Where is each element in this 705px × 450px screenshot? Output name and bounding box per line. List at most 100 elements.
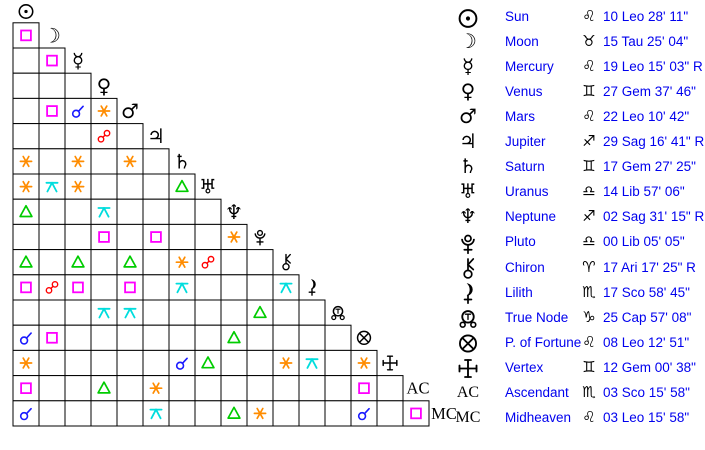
sag-sign-icon: ♐ [582,207,596,226]
planet-position: 25 Cap 57' 08" [603,309,692,325]
aspect-cell [90,349,118,377]
aspect-cell [246,375,274,402]
venus-glyph: ♀ [460,79,476,104]
aspect-cell [12,375,40,402]
planet-row: Pluto ♎ 00 Lib 05' 05" [455,229,705,255]
aspect-cell [142,198,170,225]
aspect-cell [116,198,144,225]
square-icon [98,231,110,243]
square-icon [20,281,32,294]
aspect-cell [194,299,222,326]
vertex-glyph [458,359,478,379]
aspect-cell [376,400,404,427]
aspect-cell [402,400,430,427]
square-icon [124,281,136,294]
leo-sign-icon: ♌ [582,407,596,426]
aspect-cell [90,198,118,225]
pluto-glyph [254,229,266,246]
vertex-glyph [455,355,481,380]
square-icon [20,382,32,395]
mars-glyph: ♂ [121,99,139,123]
sextile-icon [19,155,33,168]
aspect-cell [90,400,118,427]
planet-row: ♀ Venus ♊ 27 Gem 37' 46" [455,79,705,104]
aspect-cell [64,72,92,99]
trine-icon [97,381,111,394]
aspect-cell [116,324,144,351]
trine-icon [227,406,241,419]
aspect-cell [12,47,40,74]
aspect-cell [64,324,92,351]
aspect-cell [298,375,326,402]
jupiter-glyph: ♃ [459,129,477,154]
aspect-cell [116,274,144,301]
aspect-cell [324,375,352,402]
aspect-cell [90,299,118,326]
cap-sign-icon: ♑ [582,307,596,326]
aspect-cell [298,400,326,427]
gem-sign-icon: ♊ [582,357,596,376]
trine-icon [19,255,33,268]
ac-label: AC [456,383,480,401]
leo-sign-icon: ♌ [582,57,596,76]
aspect-cell [298,349,326,377]
quincunx-icon [97,307,111,319]
aspect-cell [38,72,66,99]
opposition-icon [201,255,215,269]
aspect-cell [142,349,170,377]
aspect-cell [220,349,248,377]
mercury-glyph: ☿ [461,54,475,79]
aspect-cell [168,299,196,326]
conjunction-icon [175,357,188,370]
leo-sign-icon: ♌ [582,7,596,25]
quincunx-icon [279,282,293,294]
quincunx-icon [149,408,163,420]
planet-name: Mars [505,109,535,125]
aspect-cell [272,375,300,402]
aspect-cell [142,223,170,251]
aspect-cell [64,375,92,402]
trine-icon [19,204,33,218]
planet-position: 29 Sag 16' 41" R [603,134,705,150]
planet-row: AC Ascendant ♏ 03 Sco 15' 58" [455,380,705,405]
neptune-glyph: ♆ [459,204,477,229]
planet-name: Midheaven [505,409,572,425]
tau-sign-icon: ♉ [582,32,596,51]
lilith-glyph [308,279,316,296]
aspect-cell [350,375,378,402]
fortune-glyph [455,330,481,355]
planet-name: P. of Fortune [505,334,582,350]
saturn-glyph: ♄ [459,154,477,179]
sextile-icon [71,155,85,168]
opposition-icon [97,129,111,143]
aspect-cell [90,173,118,200]
aspect-cell [168,400,196,427]
planet-name: Saturn [505,159,545,175]
gem-sign-icon: ♊ [582,82,596,101]
planet-row: Chiron ♈ 17 Ari 17' 25" R [455,255,705,280]
sextile-icon [71,180,85,193]
planet-name: Chiron [505,259,545,275]
aspect-cell [324,324,352,351]
planet-row: ♂ Mars ♌ 22 Leo 10' 42" [455,104,705,129]
aspect-cell [12,72,40,99]
quincunx-icon [97,207,111,218]
aspect-cell [194,375,222,402]
aspect-cell [38,47,66,74]
planet-row: Lilith ♏ 17 Sco 58' 45" [455,280,705,305]
planet-name: Ascendant [505,384,569,400]
aspect-cell [168,173,196,200]
trine-icon [253,305,267,319]
aspect-cell [220,299,248,326]
sco-sign-icon: ♏ [582,382,596,401]
aspect-cell [116,299,144,326]
planet-row: ♆ Neptune ♐ 02 Sag 31' 15" R [455,204,705,229]
aspect-cell [90,148,118,175]
trine-icon [227,330,241,344]
aspect-cell [220,249,248,276]
trine-icon [201,356,215,369]
venus-glyph: ♀ [97,74,112,98]
aspect-cell [38,123,66,150]
trine-icon [71,255,85,268]
